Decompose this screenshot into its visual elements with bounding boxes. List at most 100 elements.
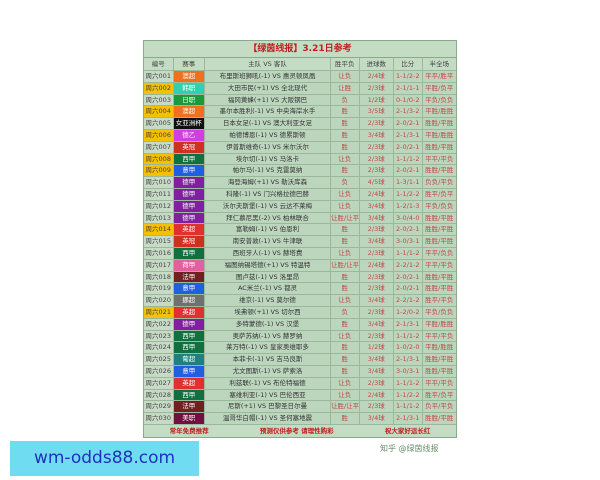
cell-match: 墨尔本胜利(-1) VS 中央海岸水手 <box>205 106 331 118</box>
cell-score: 2-1/3-1 <box>394 354 423 365</box>
cell-league: 韩职 <box>173 82 206 94</box>
cell-score: 1-1/1-2 <box>394 377 423 389</box>
cell-goals: 3/4球 <box>360 295 394 306</box>
cell-htft: 平平/负负 <box>425 248 454 257</box>
cell-id: 周六009 <box>144 165 174 177</box>
cell-id: 周六026 <box>144 365 174 377</box>
cell-league: 澳超 <box>173 71 206 82</box>
cell-htft: 胜胜/平胜 <box>425 142 454 151</box>
cell-htft: 胜平/平负 <box>425 296 454 305</box>
table-row: 周六013 德甲 拜仁慕尼黑(-2) VS 柏林联合 让胜/让平 3/4球 3-0/4-0… <box>144 212 456 225</box>
cell-league: 英冠 <box>173 236 206 247</box>
cell-result: 让负 <box>331 389 360 401</box>
cell-id: 周六006 <box>144 129 174 141</box>
cell-match: 南安普敦(-1) VS 牛津联 <box>205 236 331 247</box>
table-row: 周六027 英超 利兹联(-1) VS 布伦特福德 让负 2/3球 1-1/1-2 平平/平… <box>144 377 456 390</box>
cell-league: 英冠 <box>173 141 206 153</box>
cell-goals: 2/3球 <box>360 330 394 342</box>
cell-score: 1-1/1-2 <box>394 401 423 413</box>
cell-id: 周六016 <box>144 247 174 259</box>
cell-match: 埃尔切(-1) VS 马洛卡 <box>205 153 331 165</box>
cell-id: 周六024 <box>144 342 174 354</box>
cell-id: 周六023 <box>144 330 174 342</box>
header-score: 比分 <box>394 58 423 70</box>
cell-match: 多特蒙德(-1) VS 汉堡 <box>205 318 331 330</box>
cell-league: 德甲 <box>173 188 206 200</box>
cell-goals: 3/4球 <box>360 236 394 247</box>
cell-goals: 2/4球 <box>360 259 394 271</box>
cell-goals: 3/4球 <box>360 354 394 365</box>
cell-goals: 3/4球 <box>360 212 394 224</box>
cell-league: 德甲 <box>173 212 206 224</box>
cell-match: 西班牙人(-1) VS 赫塔费 <box>205 247 331 259</box>
cell-league: 意甲 <box>173 165 206 177</box>
cell-match: AC米兰(-1) VS 都灵 <box>205 283 331 295</box>
table-row: 周六011 德甲 科隆(-1) VS 门兴格拉德巴赫 让负 2/4球 1-1/2-2 胜平/… <box>144 188 456 201</box>
cell-match: 莱万特(-1) VS 皇家奥维耶多 <box>205 342 331 354</box>
cell-id: 周六005 <box>144 118 174 129</box>
cell-result: 胜 <box>331 365 360 377</box>
cell-result: 负 <box>331 177 360 188</box>
cell-league: 葡超 <box>173 354 206 365</box>
cell-result: 胜 <box>331 342 360 354</box>
table-row: 周六005 女亚洲杯 日本女足(-1) VS 澳大利亚女足胜 2/3球 2-0/2-1 胜… <box>144 118 456 130</box>
cell-id: 周六011 <box>144 188 174 200</box>
cell-id: 周六015 <box>144 236 174 247</box>
table-row: 周六019 意甲 AC米兰(-1) VS 都灵胜 2/3球 2-0/2-1 胜胜/平胜 <box>144 283 456 296</box>
cell-match: 福图纳锡塔德(+1) VS 特温特 <box>205 259 331 271</box>
cell-match: 利兹联(-1) VS 布伦特福德 <box>205 377 331 389</box>
cell-goals: 2/3球 <box>360 377 394 389</box>
cell-score: 1-2/1-3 <box>394 200 423 212</box>
cell-score: 2-1/3-1 <box>394 413 423 424</box>
site-banner[interactable]: wm-odds88.com <box>10 441 199 476</box>
cell-goals: 2/3球 <box>360 401 394 413</box>
cell-league: 西甲 <box>173 247 206 259</box>
cell-result: 胜 <box>331 129 360 141</box>
footer-text: 常年免费推荐 <box>169 426 209 435</box>
cell-score: 1-1/1-2 <box>394 330 423 342</box>
cell-league: 日职 <box>173 94 206 106</box>
cell-id: 周六013 <box>144 212 174 224</box>
cell-htft: 平胜/胜胜 <box>425 319 454 328</box>
cell-result: 胜 <box>331 318 360 330</box>
cell-league: 挪超 <box>173 295 206 306</box>
cell-htft: 平平/平负 <box>425 331 454 340</box>
table-row: 周六025 葡超 本菲卡(-1) VS 吉马良斯胜 3/4球 2-1/3-1 胜胜/平胜 <box>144 354 456 366</box>
cell-match: 帕德博恩(-1) VS 德累斯顿 <box>205 129 331 141</box>
cell-league: 女亚洲杯 <box>173 118 206 129</box>
cell-goals: 2/4球 <box>360 71 394 82</box>
cell-score: 1-1/1-2 <box>394 247 423 259</box>
cell-id: 周六028 <box>144 389 174 401</box>
cell-result: 让负 <box>331 295 360 306</box>
cell-result: 让负 <box>331 330 360 342</box>
header-league: 赛事 <box>174 58 206 70</box>
cell-score: 2-2/1-2 <box>394 259 423 271</box>
table-row: 周六001 澳超 布里斯班狮吼(-1) VS 惠灵顿凤凰 让负 2/4球 1-1/2-2 平… <box>144 71 456 83</box>
table-row: 周六008 西甲 埃尔切(-1) VS 马洛卡 让负 2/3球 1-1/1-2 平平/平负 <box>144 153 456 166</box>
table-row: 周六030 美职 温哥华白帽(-1) VS 圣何塞地震胜 3/4球 2-1/3-1 胜胜/… <box>144 413 456 425</box>
cell-htft: 胜胜/平胜 <box>425 355 454 364</box>
cell-htft: 胜胜/平胜 <box>425 213 454 222</box>
cell-htft: 平负/负负 <box>425 95 454 104</box>
cell-result: 胜 <box>331 413 360 424</box>
header-match: 主队 VS 客队 <box>205 58 331 70</box>
cell-league: 德甲 <box>173 318 206 330</box>
table-row: 周六029 法甲 尼斯(+1) VS 巴黎圣日尔曼 让胜/让平 2/3球 1-1/1-2 负… <box>144 401 456 414</box>
cell-score: 2-1/3-2 <box>394 106 423 118</box>
cell-id: 周六025 <box>144 354 174 365</box>
cell-htft: 平平/平负 <box>425 378 454 387</box>
cell-result: 胜 <box>331 283 360 295</box>
cell-match: 科隆(-1) VS 门兴格拉德巴赫 <box>205 188 331 200</box>
cell-league: 意甲 <box>173 283 206 295</box>
cell-result: 让负 <box>331 188 360 200</box>
cell-score: 2-1/1-1 <box>394 82 423 94</box>
prediction-table: 【绿茵线报】3.21日参考 编号 赛事 主队 VS 客队 胜平负 进球数 比分 … <box>143 40 457 438</box>
cell-score: 1-1/2-2 <box>394 389 423 401</box>
cell-id: 周六007 <box>144 141 174 153</box>
cell-match: 海登海姆(+1) VS 勒沃库森 <box>205 177 331 188</box>
table-row: 周六018 法甲 图卢兹(-1) VS 洛里昂胜 2/3球 2-0/2-1 胜胜/平胜 <box>144 271 456 284</box>
cell-goals: 2/3球 <box>360 224 394 236</box>
cell-id: 周六002 <box>144 82 174 94</box>
cell-match: 拜仁慕尼黑(-2) VS 柏林联合 <box>205 212 331 224</box>
cell-score: 1-3/1-1 <box>394 177 423 188</box>
